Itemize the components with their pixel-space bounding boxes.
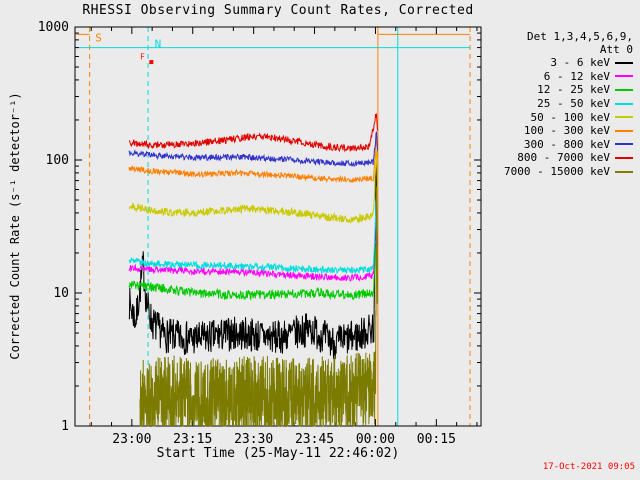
flag-label: N [155, 38, 162, 51]
flare-flag-marker [149, 60, 154, 65]
legend-header-attenuator: Att 0 [599, 43, 633, 56]
flag-label: F [140, 52, 145, 61]
x-axis-label: Start Time (25-May-11 22:46:02) [156, 446, 400, 461]
legend-color-line [615, 102, 633, 105]
legend-item-label: 25 - 50 keV [537, 97, 610, 111]
legend-color-line [615, 170, 633, 173]
legend-item: 300 - 800 keV [484, 138, 633, 152]
legend-item-label: 800 - 7000 keV [517, 151, 610, 165]
legend-color-line [615, 116, 633, 119]
legend-item-label: 100 - 300 keV [523, 124, 610, 138]
chart-title: RHESSI Observing Summary Count Rates, Co… [82, 3, 474, 18]
legend-color-line [615, 75, 633, 78]
svg-text:00:00: 00:00 [356, 432, 395, 447]
legend-item: 12 - 25 keV [484, 83, 633, 97]
svg-text:1: 1 [61, 419, 69, 434]
legend-items: 3 - 6 keV 6 - 12 keV 12 - 25 keV 25 - 50 ke… [484, 56, 633, 178]
legend-color-line [615, 156, 633, 159]
legend-item-label: 3 - 6 keV [550, 56, 610, 70]
legend-item: 100 - 300 keV [484, 124, 633, 138]
series-3-6keV [128, 159, 378, 360]
svg-text:23:30: 23:30 [234, 432, 273, 447]
legend-item-label: 7000 - 15000 keV [504, 165, 610, 179]
flag-label: S [95, 31, 102, 44]
series-6-12keV [128, 202, 378, 282]
legend-item: 25 - 50 keV [484, 97, 633, 111]
legend-item: 6 - 12 keV [484, 70, 633, 84]
svg-text:1000: 1000 [38, 20, 69, 35]
creation-timestamp: 17-Oct-2021 09:05 [542, 462, 635, 472]
svg-text:00:15: 00:15 [417, 432, 456, 447]
legend-color-line [615, 61, 633, 64]
series-7000-15000keV [139, 186, 378, 427]
legend-header-detectors: Det 1,3,4,5,6,9, [527, 30, 633, 43]
legend-item-label: 6 - 12 keV [543, 69, 610, 83]
legend-item-label: 50 - 100 keV [530, 110, 610, 124]
series-800-7000keV [129, 113, 378, 153]
svg-text:23:00: 23:00 [112, 432, 151, 447]
svg-text:10: 10 [53, 286, 69, 301]
svg-text:23:45: 23:45 [295, 432, 334, 447]
series-25-50keV [128, 197, 378, 275]
legend-item: 50 - 100 keV [484, 110, 633, 124]
legend-item: 7000 - 15000 keV [484, 165, 633, 179]
legend-item-label: 300 - 800 keV [523, 137, 610, 151]
legend: Det 1,3,4,5,6,9, Att 0 3 - 6 keV 6 - 12 k… [484, 30, 633, 178]
series-100-300keV [128, 135, 378, 184]
series-12-25keV [128, 240, 378, 301]
legend-item: 3 - 6 keV [484, 56, 633, 70]
series-300-800keV [128, 131, 378, 168]
legend-item-label: 12 - 25 keV [537, 83, 610, 97]
svg-text:23:15: 23:15 [173, 432, 212, 447]
legend-color-line [615, 88, 633, 91]
legend-color-line [615, 129, 633, 132]
svg-text:100: 100 [46, 153, 69, 168]
legend-color-line [615, 143, 633, 146]
series-50-100keV [128, 150, 378, 224]
legend-item: 800 - 7000 keV [484, 151, 633, 165]
